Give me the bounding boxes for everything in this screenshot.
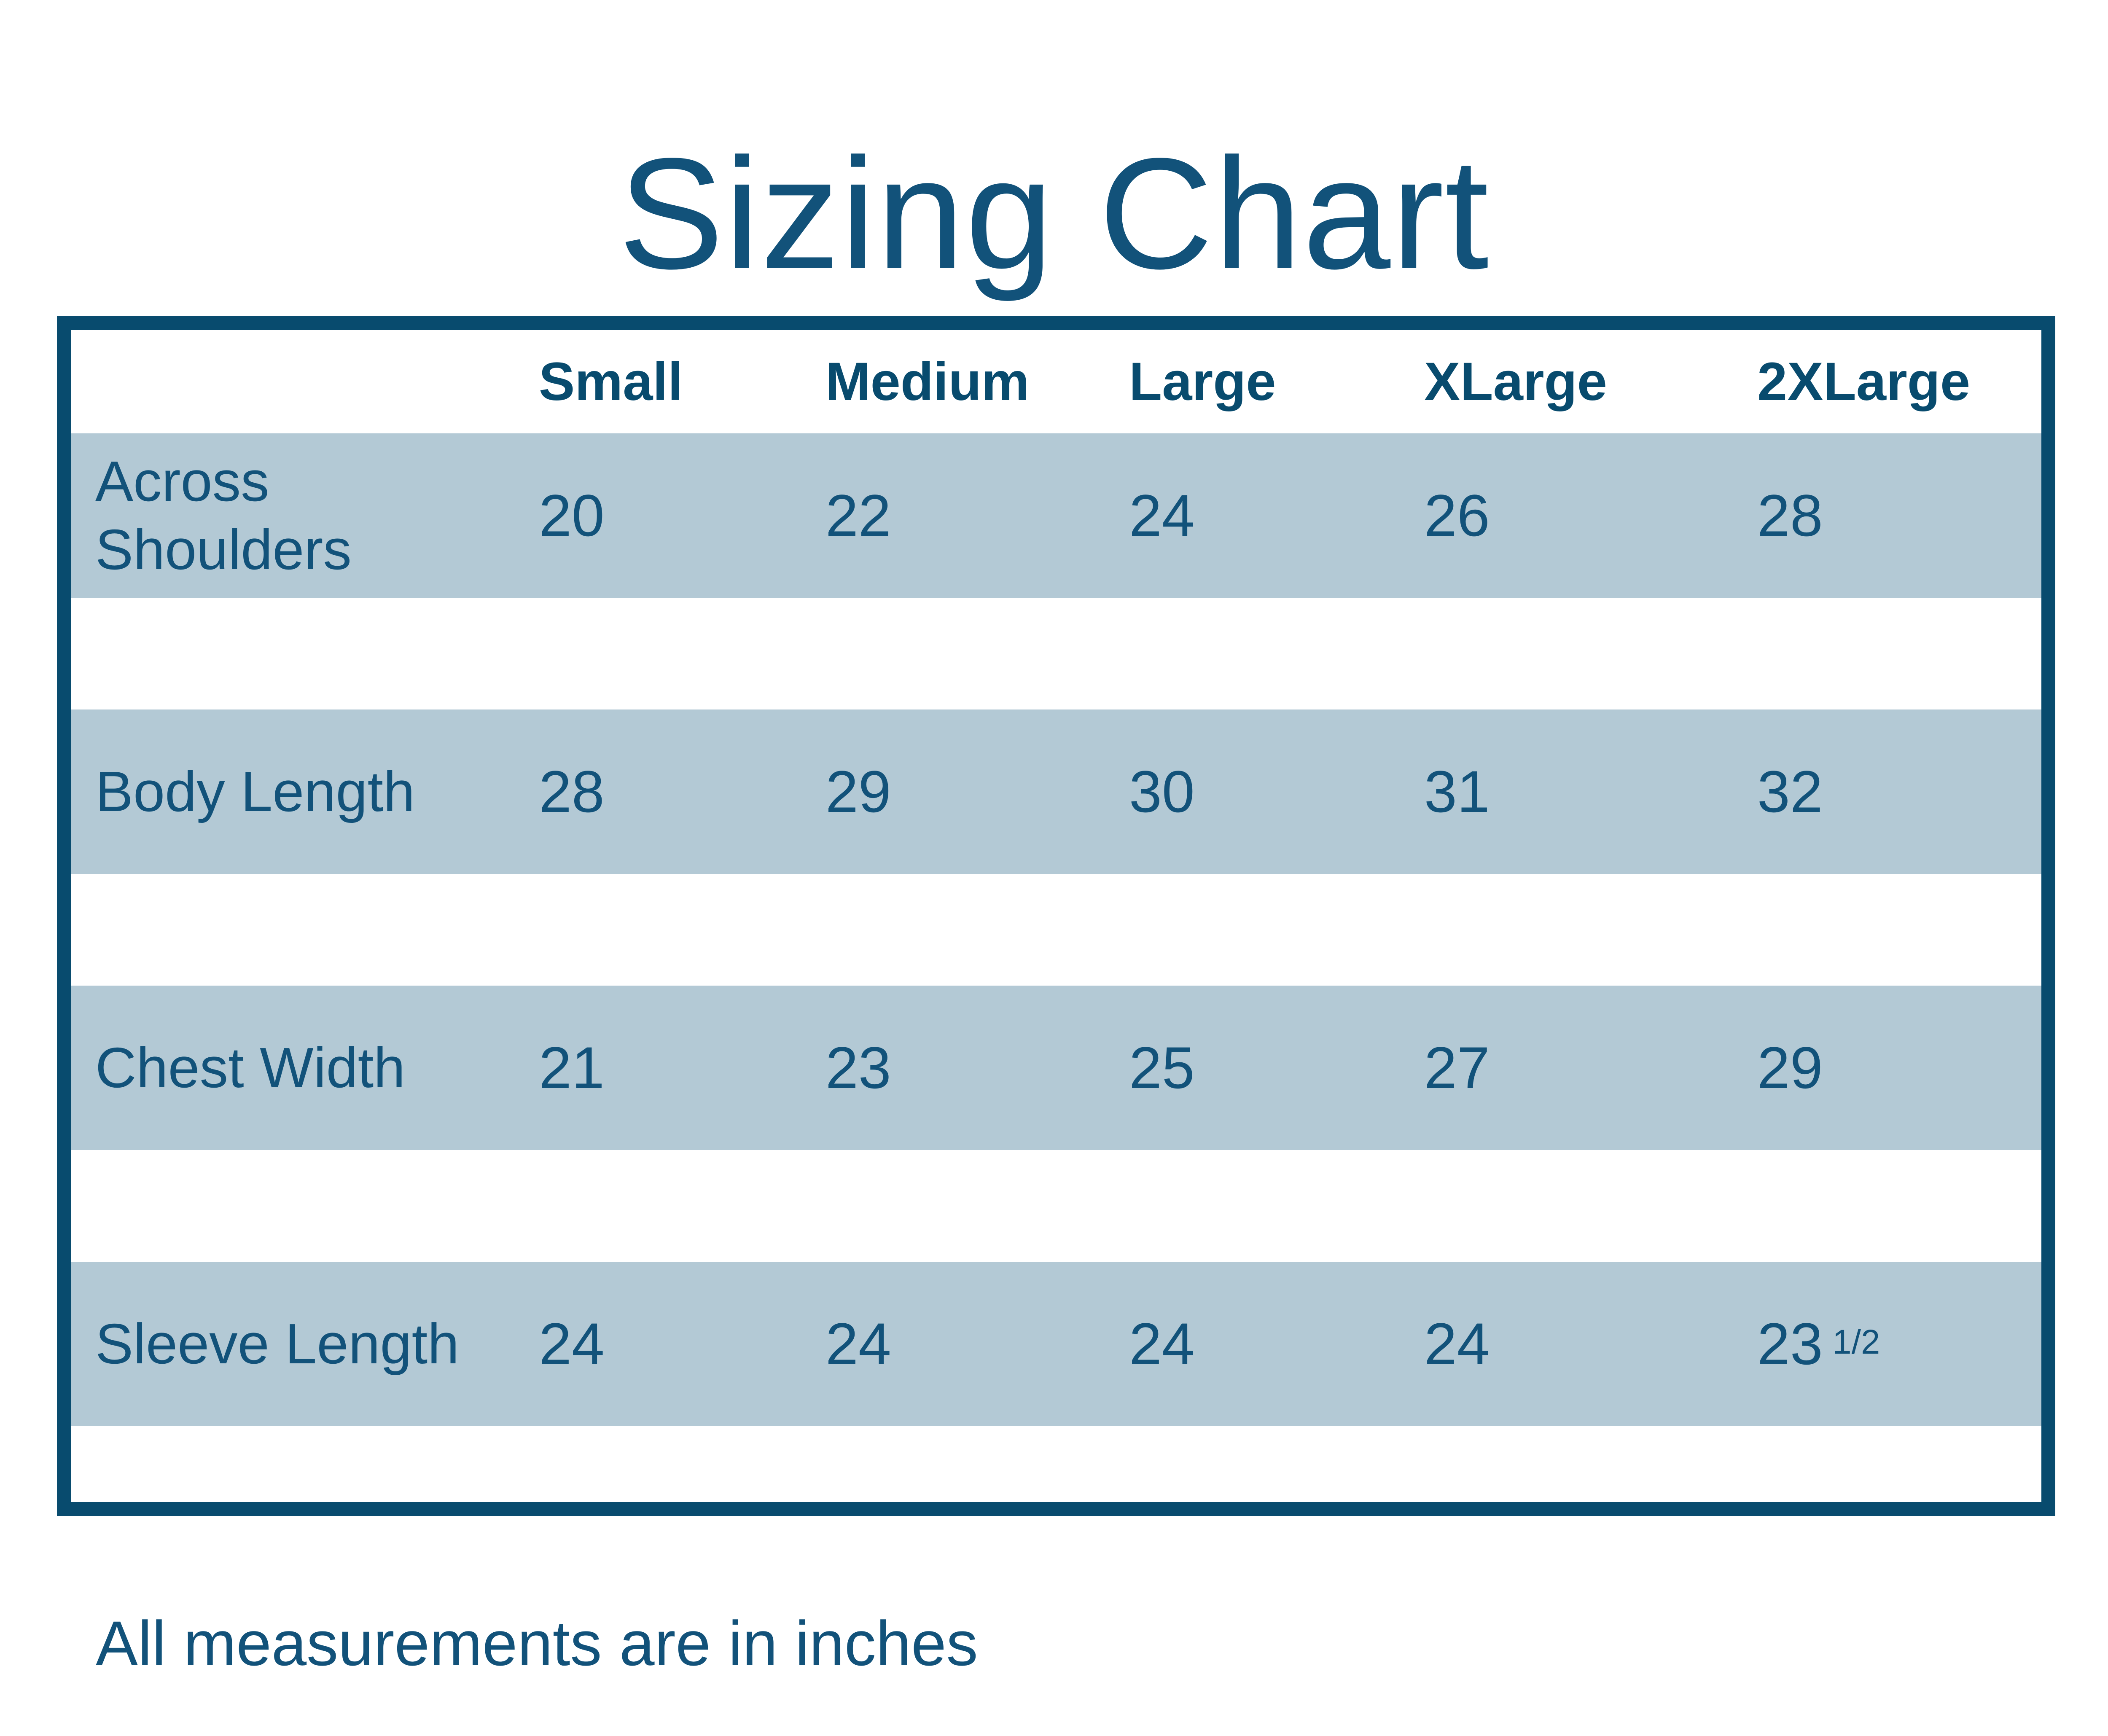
table-value: 23 1/2: [1757, 1311, 1880, 1377]
table-value: 24: [1129, 482, 1195, 548]
table-value: 28: [1757, 482, 1823, 548]
table-value: 26: [1424, 482, 1490, 548]
table-value: 30: [1129, 758, 1195, 825]
row-label: Sleeve Length: [95, 1312, 460, 1376]
column-header: Small: [539, 352, 683, 412]
table-value: 22: [825, 482, 891, 548]
column-header: XLarge: [1424, 352, 1607, 412]
sizing-table: Small Medium Large XLarge 2XLarge Across Sho…: [57, 316, 2055, 1516]
column-header: 2XLarge: [1757, 352, 1971, 412]
table-value: 24: [1129, 1311, 1195, 1377]
fraction-superscript: 1/2: [1832, 1323, 1880, 1361]
table-value: 32: [1757, 758, 1823, 825]
column-header: Medium: [825, 352, 1030, 412]
row-spacer: [71, 598, 2041, 709]
row-spacer: [71, 874, 2041, 986]
table-bottom-strip: [71, 1426, 2041, 1502]
table-row: Across Shoulders 20 22 24 26 28: [71, 433, 2041, 598]
row-spacer: [71, 1150, 2041, 1262]
table-row: Chest Width 21 23 25 27 29: [71, 986, 2041, 1150]
table-value: 24: [539, 1311, 605, 1377]
table-value: 28: [539, 758, 605, 825]
page-title: Sizing Chart: [618, 126, 1490, 302]
row-label: Chest Width: [95, 1036, 406, 1099]
table-value: 29: [825, 758, 891, 825]
table-row: Sleeve Length 24 24 24 24 23 1/2: [71, 1262, 2041, 1426]
table-value: 31: [1424, 758, 1490, 825]
table-value: 23: [825, 1035, 891, 1101]
table-value: 24: [825, 1311, 891, 1377]
table-value: 29: [1757, 1035, 1823, 1101]
table-value: 21: [539, 1035, 605, 1101]
table-value: 27: [1424, 1035, 1490, 1101]
table-value: 20: [539, 482, 605, 548]
table-value: 24: [1424, 1311, 1490, 1377]
column-header: Large: [1129, 352, 1276, 412]
table-value: 25: [1129, 1035, 1195, 1101]
table-header-row: Small Medium Large XLarge 2XLarge: [71, 330, 2041, 433]
row-label: Across Shoulders: [95, 449, 352, 581]
footer-note: All measurements are in inches: [96, 1608, 978, 1679]
row-label: Body Length: [95, 760, 415, 823]
table-row: Body Length 28 29 30 31 32: [71, 709, 2041, 874]
